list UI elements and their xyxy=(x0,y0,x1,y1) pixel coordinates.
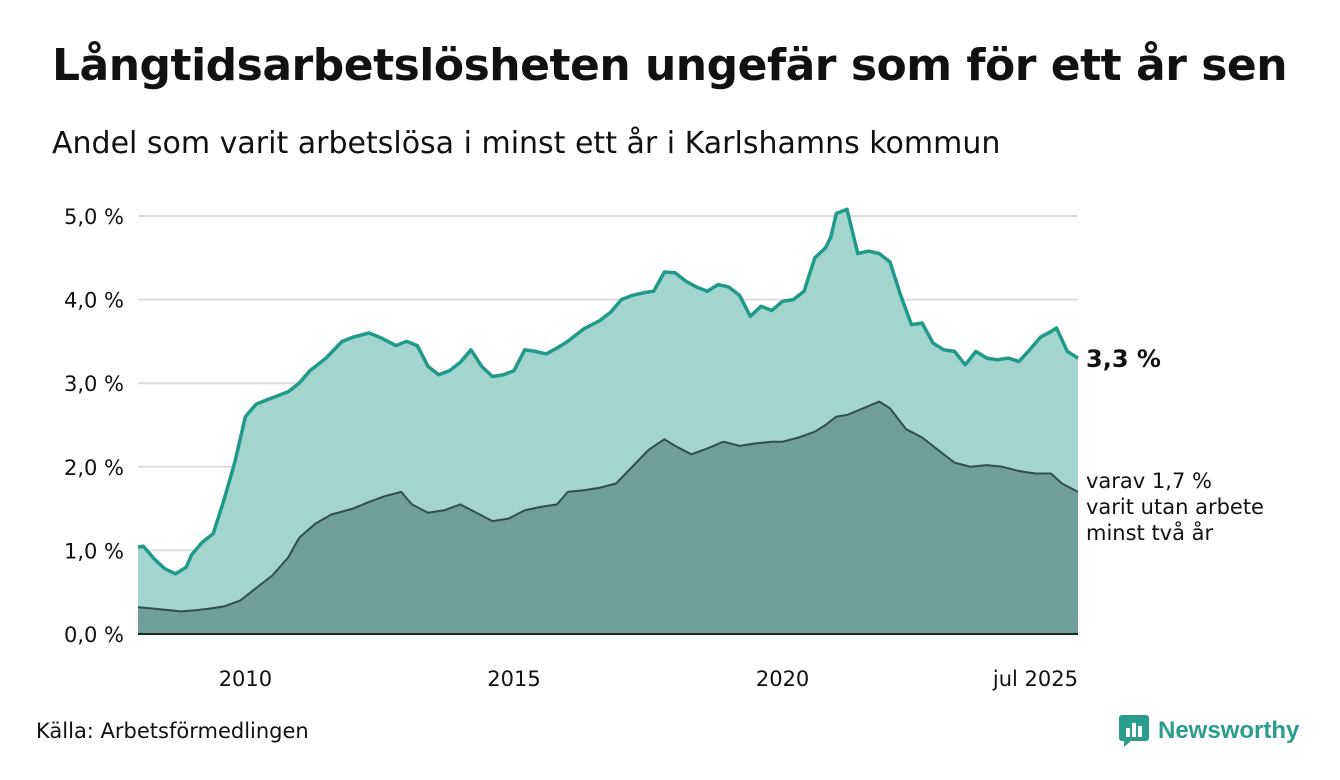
chart-subtitle: Andel som varit arbetslösa i minst ett å… xyxy=(52,126,1001,161)
plot-area xyxy=(137,207,1079,635)
newsworthy-logo: Newsworthy xyxy=(1118,714,1299,748)
y-tick-label-0: 0,0 % xyxy=(64,623,124,647)
newsworthy-icon xyxy=(1119,715,1149,747)
y-tick-label-1: 1,0 % xyxy=(64,539,124,563)
x-tick-label-2: 2020 xyxy=(756,667,809,691)
chart-title: Långtidsarbetslösheten ungefär som för e… xyxy=(52,40,1288,91)
x-tick-label-3: jul 2025 xyxy=(992,667,1078,691)
y-tick-label-2: 2,0 % xyxy=(64,456,124,480)
end-labels: 3,3 % varav 1,7 % varit utan arbete mins… xyxy=(1086,345,1264,545)
series-1-line xyxy=(137,207,1079,576)
x-tick-label-1: 2015 xyxy=(487,667,540,691)
source-note: Källa: Arbetsförmedlingen xyxy=(36,719,309,743)
y-tick-label-3: 3,0 % xyxy=(64,372,124,396)
sub-value-label-line-2: varit utan arbete xyxy=(1086,495,1264,519)
axes: 0,0 % 1,0 % 2,0 % 3,0 % 4,0 % 5,0 % 2010 2015 20… xyxy=(64,205,1078,691)
x-tick-label-0: 2010 xyxy=(219,667,272,691)
logo-text: Newsworthy xyxy=(1158,717,1300,744)
series-2-area xyxy=(138,401,1078,634)
sub-value-label-line-1: varav 1,7 % xyxy=(1086,469,1212,493)
chart: 0,0 % 1,0 % 2,0 % 3,0 % 4,0 % 5,0 % 2010 2015 20… xyxy=(64,205,1264,691)
sub-value-label-line-3: minst två år xyxy=(1086,520,1214,545)
series-2-line xyxy=(137,400,1079,613)
y-tick-label-4: 4,0 % xyxy=(64,289,124,313)
end-value-label: 3,3 % xyxy=(1086,345,1161,373)
y-tick-label-5: 5,0 % xyxy=(64,205,124,229)
